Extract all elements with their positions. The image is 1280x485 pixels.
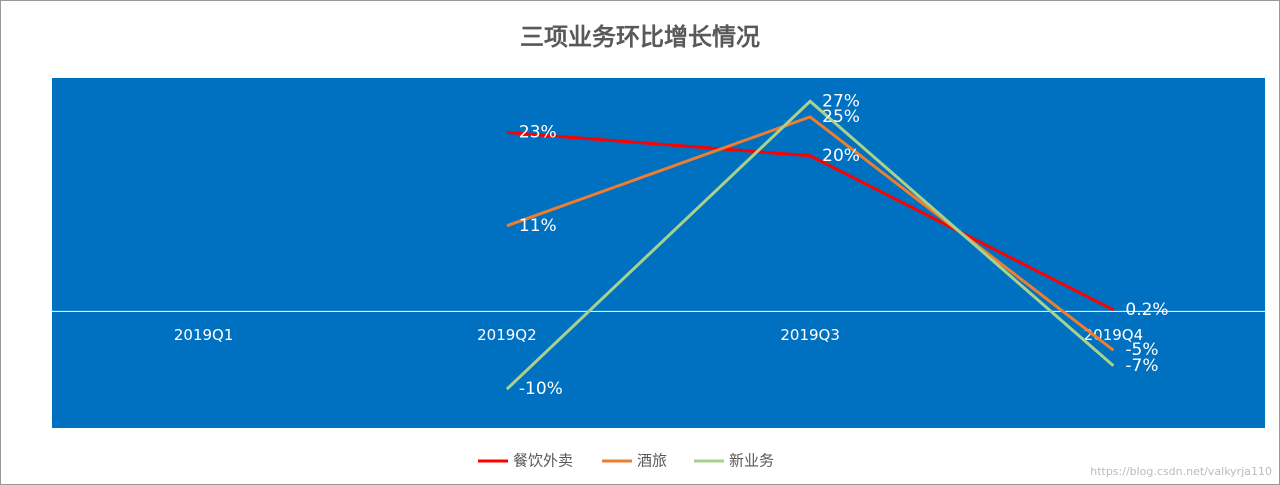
plot-area: [52, 78, 1265, 428]
data-label: 0.2%: [1125, 300, 1168, 320]
legend-label: 酒旅: [637, 452, 667, 470]
data-label: -7%: [1125, 356, 1158, 376]
legend-label: 新业务: [729, 452, 774, 470]
x-tick-label: 2019Q1: [174, 326, 234, 344]
x-tick-label: 2019Q2: [477, 326, 537, 344]
data-label: -5%: [1125, 340, 1158, 360]
chart-title: 三项业务环比增长情况: [520, 23, 760, 51]
data-label: 23%: [519, 122, 557, 142]
series-line: [505, 99, 1115, 391]
legend-label: 餐饮外卖: [513, 452, 573, 470]
x-tick-label: 2019Q3: [780, 326, 840, 344]
data-label: 27%: [822, 91, 860, 111]
series-line: [506, 115, 1115, 352]
watermark: https://blog.csdn.net/valkyrja110: [1090, 465, 1272, 478]
data-label: -10%: [519, 379, 563, 399]
data-label: 25%: [822, 107, 860, 127]
data-label: 11%: [519, 216, 557, 236]
data-label: 20%: [822, 146, 860, 166]
series-line: [506, 130, 1115, 312]
